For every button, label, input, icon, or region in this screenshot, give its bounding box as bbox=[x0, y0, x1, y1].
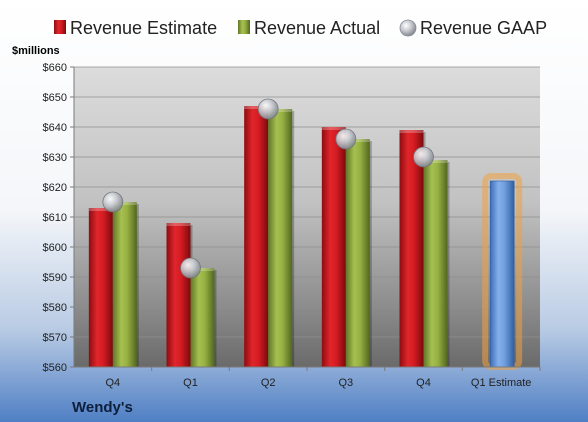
legend-item-revenue-gaap: Revenue GAAP bbox=[399, 18, 547, 38]
marker-revenue-gaap bbox=[102, 191, 124, 213]
y-axis: $560 $570 $580 $590 $600 $610 $620 $630 $640 $650… bbox=[43, 62, 74, 374]
x-tick-label: Q4 bbox=[105, 377, 120, 389]
bar-cap bbox=[112, 202, 137, 205]
y-tick-label: $610 bbox=[43, 212, 67, 224]
marker-revenue-gaap bbox=[413, 146, 434, 168]
legend-item-revenue-actual: Revenue Actual bbox=[238, 18, 380, 38]
y-tick-label: $560 bbox=[43, 362, 67, 374]
bar-cap bbox=[190, 268, 215, 271]
bar-revenue-estimate bbox=[399, 130, 424, 367]
bar-revenue-estimate bbox=[166, 223, 191, 367]
bar-revenue-estimate bbox=[244, 106, 269, 367]
bar-cap bbox=[244, 106, 269, 109]
x-tick-label: Q4 bbox=[416, 377, 431, 389]
x-tick-label: Q1 Estimate bbox=[471, 377, 532, 389]
y-tick-label: $640 bbox=[43, 122, 67, 134]
y-tick-label: $620 bbox=[43, 182, 67, 194]
y-tick-label: $580 bbox=[43, 302, 67, 314]
y-tick-label: $600 bbox=[43, 242, 67, 254]
bar-cap bbox=[399, 130, 424, 133]
bar-cap bbox=[166, 223, 191, 226]
legend-label-revenue-gaap: Revenue GAAP bbox=[420, 18, 547, 38]
bar-revenue-actual bbox=[423, 160, 448, 367]
bar-revenue-estimate bbox=[88, 208, 113, 367]
y-tick-label: $590 bbox=[43, 272, 67, 284]
gridlines bbox=[74, 66, 540, 338]
bar-cap bbox=[345, 139, 370, 142]
marker-revenue-gaap bbox=[180, 257, 201, 279]
marker-revenue-gaap bbox=[335, 128, 357, 150]
legend-label-revenue-actual: Revenue Actual bbox=[254, 18, 380, 38]
legend-swatch-revenue-actual bbox=[238, 20, 250, 34]
bar-revenue-actual bbox=[345, 139, 370, 367]
bar-revenue-estimate bbox=[321, 127, 346, 367]
bar-cap bbox=[268, 109, 293, 112]
y-tick-label: $650 bbox=[43, 92, 67, 104]
bar-cap bbox=[423, 160, 448, 163]
bar-revenue-actual bbox=[268, 109, 293, 367]
legend: Revenue Estimate Revenue Actual Revenue … bbox=[54, 18, 547, 38]
x-tick-label: Q3 bbox=[338, 377, 353, 389]
marker-revenue-gaap bbox=[257, 98, 279, 120]
y-tick-label: $660 bbox=[43, 62, 67, 74]
bar-revenue-actual bbox=[112, 202, 137, 367]
legend-label-revenue-estimate: Revenue Estimate bbox=[70, 18, 217, 38]
bar-cap bbox=[321, 127, 346, 130]
bar-cap bbox=[88, 208, 113, 211]
bar-q1-estimate bbox=[489, 180, 515, 368]
company-name: Wendy's bbox=[72, 399, 133, 416]
legend-item-revenue-estimate: Revenue Estimate bbox=[54, 18, 217, 38]
legend-swatch-revenue-estimate bbox=[54, 20, 66, 34]
y-tick-label: $630 bbox=[43, 152, 67, 164]
bars bbox=[88, 98, 523, 370]
x-tick-label: Q1 bbox=[183, 377, 198, 389]
legend-swatch-revenue-gaap bbox=[399, 19, 417, 37]
x-axis: Q4 Q1 Q2 Q3 Q4 Q1 Estimate bbox=[105, 367, 541, 389]
x-tick-label: Q2 bbox=[261, 377, 276, 389]
bar-revenue-actual bbox=[190, 268, 215, 367]
y-tick-label: $570 bbox=[43, 332, 67, 344]
y-axis-label: $millions bbox=[12, 45, 60, 57]
